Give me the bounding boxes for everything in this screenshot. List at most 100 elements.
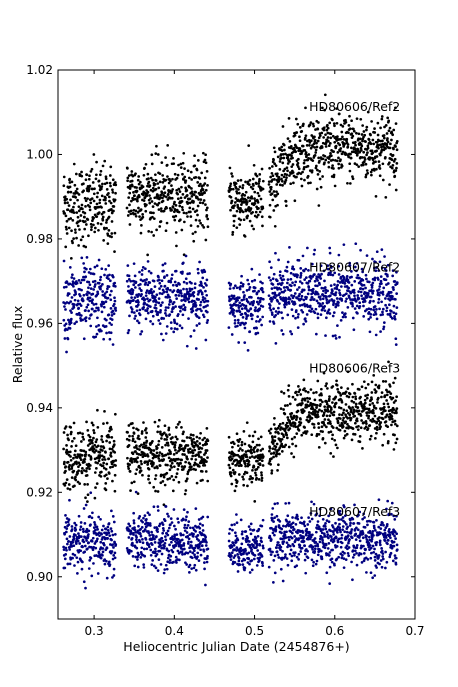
data-point: [159, 207, 163, 210]
data-point: [308, 279, 312, 283]
data-point: [316, 168, 319, 172]
data-point: [77, 279, 81, 282]
data-point: [371, 291, 375, 295]
data-point: [374, 160, 377, 164]
data-point: [393, 157, 397, 161]
data-point: [316, 284, 319, 288]
data-point: [148, 298, 152, 302]
data-point: [295, 416, 299, 419]
data-point: [289, 288, 293, 292]
data-point: [110, 538, 113, 542]
data-point: [235, 513, 238, 516]
data-point: [78, 482, 82, 485]
data-point: [337, 166, 341, 170]
data-point: [338, 417, 342, 420]
data-point: [369, 434, 373, 438]
data-point: [127, 329, 131, 332]
data-point: [65, 301, 69, 304]
data-point: [325, 414, 329, 418]
data-point: [173, 327, 177, 330]
data-point: [287, 445, 291, 449]
data-point: [240, 443, 244, 447]
data-point: [283, 305, 287, 309]
data-point: [315, 299, 319, 303]
data-point: [237, 473, 241, 476]
data-point: [268, 449, 271, 453]
data-point: [362, 283, 366, 287]
data-point: [79, 549, 83, 553]
data-point: [94, 546, 98, 550]
data-point: [73, 484, 76, 488]
data-point: [234, 484, 238, 488]
data-point: [185, 194, 189, 197]
data-point: [361, 163, 365, 167]
data-point: [99, 475, 103, 478]
data-point: [191, 309, 195, 313]
data-point: [205, 321, 209, 325]
data-point: [134, 280, 138, 284]
data-point: [163, 262, 167, 265]
data-point: [142, 296, 145, 300]
data-point: [188, 197, 192, 201]
data-point: [64, 469, 67, 473]
data-point: [358, 440, 362, 444]
data-point: [188, 563, 192, 567]
data-point: [235, 209, 239, 213]
data-point: [147, 545, 151, 549]
data-point: [157, 297, 161, 300]
data-point: [86, 428, 90, 432]
data-point: [194, 347, 198, 350]
data-point: [172, 478, 176, 482]
data-point: [254, 309, 257, 313]
data-point: [153, 202, 157, 205]
data-point: [272, 307, 275, 311]
data-point: [180, 326, 184, 330]
data-point: [88, 174, 91, 178]
data-point: [199, 300, 203, 304]
data-point: [101, 215, 105, 219]
data-point: [155, 451, 159, 455]
data-point: [203, 297, 207, 300]
data-point: [292, 455, 296, 459]
data-point: [189, 335, 193, 338]
data-point: [162, 475, 166, 479]
data-point: [348, 392, 352, 396]
data-point: [74, 231, 77, 234]
data-point: [96, 461, 99, 465]
data-point: [261, 290, 265, 294]
data-point: [298, 292, 302, 296]
data-point: [130, 296, 133, 299]
data-point: [79, 304, 83, 308]
data-point: [81, 545, 84, 549]
data-point: [381, 443, 385, 447]
data-point: [79, 535, 83, 538]
data-point: [329, 271, 332, 274]
data-point: [148, 184, 152, 188]
data-point: [232, 311, 235, 315]
data-point: [258, 210, 262, 214]
data-point: [270, 300, 273, 303]
data-point: [288, 297, 292, 301]
data-point: [375, 431, 378, 435]
data-point: [180, 538, 184, 542]
data-point: [363, 133, 367, 137]
data-point: [105, 421, 109, 425]
data-point: [170, 190, 174, 193]
data-point: [361, 124, 364, 127]
data-point: [342, 243, 346, 247]
data-point: [228, 527, 232, 531]
data-point: [384, 297, 387, 300]
data-point: [82, 580, 86, 584]
data-point: [65, 232, 69, 235]
data-point: [147, 180, 151, 184]
data-point: [358, 434, 362, 438]
data-point: [184, 489, 188, 492]
data-point: [83, 483, 87, 486]
data-point: [73, 449, 77, 453]
data-point: [205, 442, 209, 446]
data-point: [186, 551, 190, 555]
data-point: [308, 304, 312, 308]
data-point: [299, 297, 303, 301]
data-point: [148, 201, 152, 205]
data-point: [85, 469, 88, 473]
